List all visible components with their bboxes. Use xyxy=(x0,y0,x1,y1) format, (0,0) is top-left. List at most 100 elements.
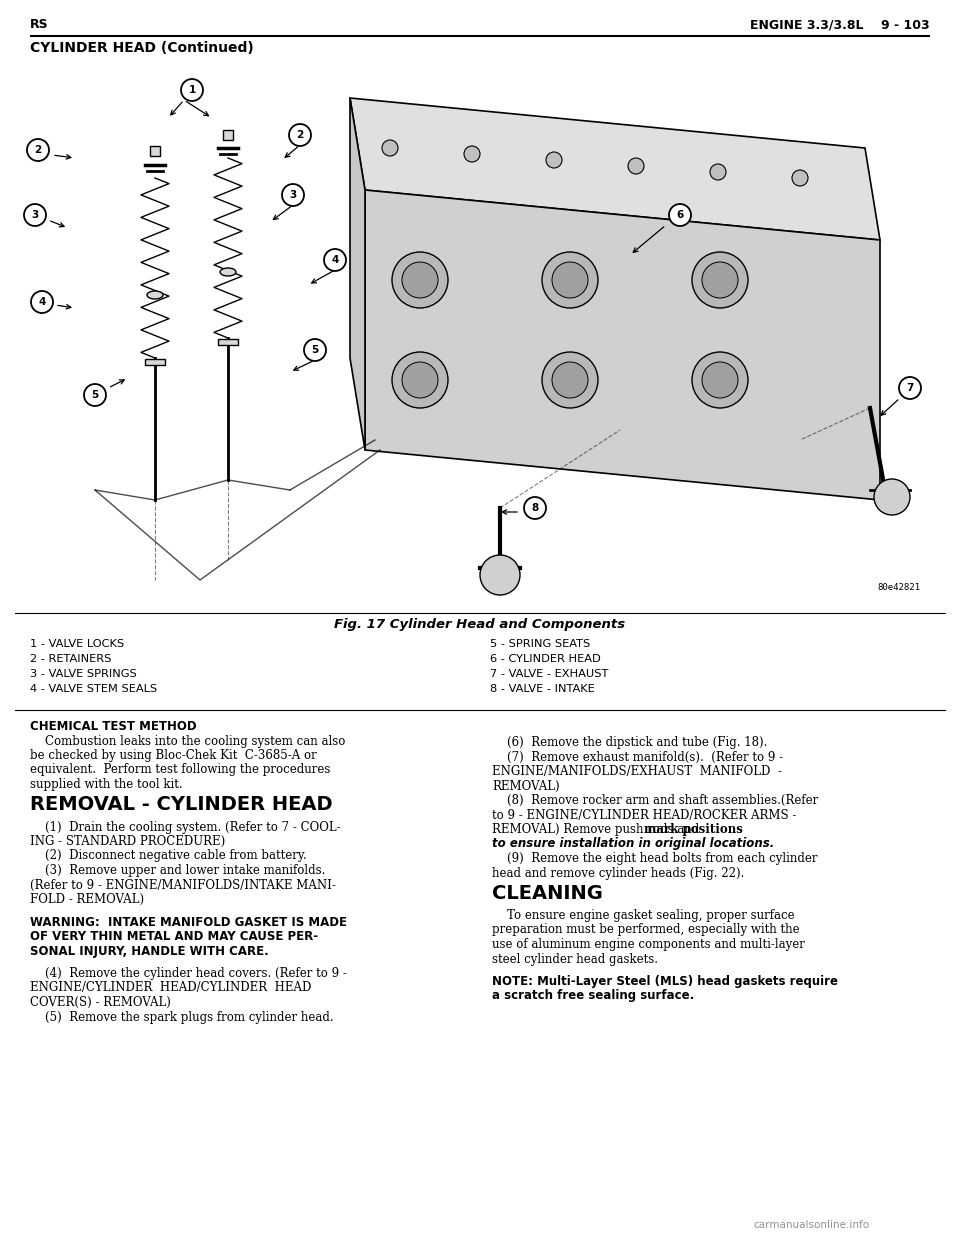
Text: 2: 2 xyxy=(297,130,303,140)
Text: (9)  Remove the eight head bolts from each cylinder: (9) Remove the eight head bolts from eac… xyxy=(492,852,818,864)
Polygon shape xyxy=(350,98,365,450)
Circle shape xyxy=(181,79,203,101)
Text: NOTE: Multi-Layer Steel (MLS) head gaskets require: NOTE: Multi-Layer Steel (MLS) head gaske… xyxy=(492,975,838,987)
Text: REMOVAL) Remove push rods and: REMOVAL) Remove push rods and xyxy=(492,823,703,836)
Circle shape xyxy=(542,351,598,409)
Circle shape xyxy=(392,351,448,409)
Text: 8 - VALVE - INTAKE: 8 - VALVE - INTAKE xyxy=(490,684,595,694)
Circle shape xyxy=(84,384,106,406)
Text: 4 - VALVE STEM SEALS: 4 - VALVE STEM SEALS xyxy=(30,684,157,694)
Text: 5: 5 xyxy=(91,390,99,400)
Circle shape xyxy=(382,140,398,156)
Text: preparation must be performed, especially with the: preparation must be performed, especiall… xyxy=(492,924,800,936)
Bar xyxy=(145,359,165,365)
Circle shape xyxy=(524,497,546,519)
Text: 7: 7 xyxy=(906,383,914,392)
Circle shape xyxy=(552,361,588,397)
Text: FOLD - REMOVAL): FOLD - REMOVAL) xyxy=(30,893,144,905)
Bar xyxy=(150,147,160,156)
Text: 80e42821: 80e42821 xyxy=(877,582,920,592)
Circle shape xyxy=(402,361,438,397)
Text: equivalent.  Perform test following the procedures: equivalent. Perform test following the p… xyxy=(30,764,330,776)
Text: 2: 2 xyxy=(35,145,41,155)
Text: (1)  Drain the cooling system. (Refer to 7 - COOL-: (1) Drain the cooling system. (Refer to … xyxy=(30,821,341,833)
Text: 6 - CYLINDER HEAD: 6 - CYLINDER HEAD xyxy=(490,655,601,664)
Polygon shape xyxy=(350,98,880,240)
Circle shape xyxy=(282,184,304,206)
Text: RS: RS xyxy=(30,17,49,31)
Circle shape xyxy=(702,262,738,298)
Bar xyxy=(218,339,238,345)
Text: CHEMICAL TEST METHOD: CHEMICAL TEST METHOD xyxy=(30,720,197,733)
Text: mark positions: mark positions xyxy=(643,823,742,836)
Text: 4: 4 xyxy=(38,297,46,307)
Text: 1: 1 xyxy=(188,84,196,94)
Bar xyxy=(223,130,233,140)
Text: REMOVAL - CYLINDER HEAD: REMOVAL - CYLINDER HEAD xyxy=(30,795,332,815)
Circle shape xyxy=(546,152,562,168)
Text: Combustion leaks into the cooling system can also: Combustion leaks into the cooling system… xyxy=(30,734,346,748)
Text: use of aluminum engine components and multi-layer: use of aluminum engine components and mu… xyxy=(492,938,804,951)
Text: (5)  Remove the spark plugs from cylinder head.: (5) Remove the spark plugs from cylinder… xyxy=(30,1011,334,1023)
Text: steel cylinder head gaskets.: steel cylinder head gaskets. xyxy=(492,953,658,965)
Circle shape xyxy=(464,147,480,161)
Text: a scratch free sealing surface.: a scratch free sealing surface. xyxy=(492,990,694,1002)
Text: (Refer to 9 - ENGINE/MANIFOLDS/INTAKE MANI-: (Refer to 9 - ENGINE/MANIFOLDS/INTAKE MA… xyxy=(30,878,336,892)
Text: ENGINE/MANIFOLDS/EXHAUST  MANIFOLD  -: ENGINE/MANIFOLDS/EXHAUST MANIFOLD - xyxy=(492,765,781,777)
Circle shape xyxy=(289,124,311,147)
Circle shape xyxy=(324,248,346,271)
Text: to 9 - ENGINE/CYLINDER HEAD/ROCKER ARMS -: to 9 - ENGINE/CYLINDER HEAD/ROCKER ARMS … xyxy=(492,809,797,821)
Circle shape xyxy=(31,291,53,313)
Text: 4: 4 xyxy=(331,255,339,265)
Text: 5: 5 xyxy=(311,345,319,355)
Circle shape xyxy=(27,139,49,161)
Text: COVER(S) - REMOVAL): COVER(S) - REMOVAL) xyxy=(30,996,171,1009)
Text: (6)  Remove the dipstick and tube (Fig. 18).: (6) Remove the dipstick and tube (Fig. 1… xyxy=(492,737,767,749)
Text: 2 - RETAINERS: 2 - RETAINERS xyxy=(30,655,111,664)
Ellipse shape xyxy=(147,291,163,299)
Text: To ensure engine gasket sealing, proper surface: To ensure engine gasket sealing, proper … xyxy=(492,909,795,922)
Text: 7 - VALVE - EXHAUST: 7 - VALVE - EXHAUST xyxy=(490,669,609,679)
Text: CYLINDER HEAD (Continued): CYLINDER HEAD (Continued) xyxy=(30,41,253,55)
Text: (4)  Remove the cylinder head covers. (Refer to 9 -: (4) Remove the cylinder head covers. (Re… xyxy=(30,968,347,980)
Text: (7)  Remove exhaust manifold(s).  (Refer to 9 -: (7) Remove exhaust manifold(s). (Refer t… xyxy=(492,750,783,764)
Text: supplied with the tool kit.: supplied with the tool kit. xyxy=(30,777,182,791)
Text: 6: 6 xyxy=(677,210,684,220)
Text: 5 - SPRING SEATS: 5 - SPRING SEATS xyxy=(490,638,590,650)
Text: CLEANING: CLEANING xyxy=(492,884,603,903)
Text: 1 - VALVE LOCKS: 1 - VALVE LOCKS xyxy=(30,638,124,650)
Text: (2)  Disconnect negative cable from battery.: (2) Disconnect negative cable from batte… xyxy=(30,850,307,862)
Text: REMOVAL): REMOVAL) xyxy=(492,780,560,792)
Text: 3: 3 xyxy=(32,210,38,220)
Circle shape xyxy=(899,378,921,399)
Circle shape xyxy=(24,204,46,226)
Text: carmanualsonline.info: carmanualsonline.info xyxy=(754,1220,870,1230)
Circle shape xyxy=(792,170,808,186)
Text: ING - STANDARD PROCEDURE): ING - STANDARD PROCEDURE) xyxy=(30,835,226,848)
Text: Fig. 17 Cylinder Head and Components: Fig. 17 Cylinder Head and Components xyxy=(334,619,626,631)
Text: ENGINE 3.3/3.8L    9 - 103: ENGINE 3.3/3.8L 9 - 103 xyxy=(751,17,930,31)
Circle shape xyxy=(542,252,598,308)
Circle shape xyxy=(402,262,438,298)
Text: (8)  Remove rocker arm and shaft assemblies.(Refer: (8) Remove rocker arm and shaft assembli… xyxy=(492,794,818,807)
Bar xyxy=(15,65,945,597)
Text: head and remove cylinder heads (Fig. 22).: head and remove cylinder heads (Fig. 22)… xyxy=(492,867,744,879)
Circle shape xyxy=(669,204,691,226)
Ellipse shape xyxy=(220,268,236,276)
Text: (3)  Remove upper and lower intake manifolds.: (3) Remove upper and lower intake manifo… xyxy=(30,864,325,877)
Text: 3 - VALVE SPRINGS: 3 - VALVE SPRINGS xyxy=(30,669,136,679)
Text: to ensure installation in original locations.: to ensure installation in original locat… xyxy=(492,837,775,851)
Text: 8: 8 xyxy=(532,503,539,513)
Text: SONAL INJURY, HANDLE WITH CARE.: SONAL INJURY, HANDLE WITH CARE. xyxy=(30,944,269,958)
Text: OF VERY THIN METAL AND MAY CAUSE PER-: OF VERY THIN METAL AND MAY CAUSE PER- xyxy=(30,930,318,943)
Circle shape xyxy=(874,479,910,515)
Text: be checked by using Bloc-Chek Kit  C-3685-A or: be checked by using Bloc-Chek Kit C-3685… xyxy=(30,749,317,763)
Circle shape xyxy=(628,158,644,174)
Circle shape xyxy=(552,262,588,298)
Text: WARNING:  INTAKE MANIFOLD GASKET IS MADE: WARNING: INTAKE MANIFOLD GASKET IS MADE xyxy=(30,915,347,929)
Circle shape xyxy=(702,361,738,397)
Text: 3: 3 xyxy=(289,190,297,200)
Circle shape xyxy=(692,252,748,308)
Circle shape xyxy=(692,351,748,409)
Circle shape xyxy=(480,555,520,595)
